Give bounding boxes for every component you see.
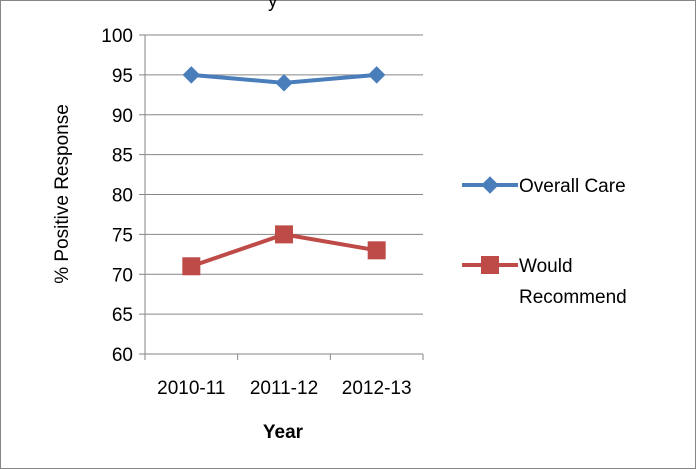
x-tick-labels: 2010-11 2011-12 2012-13	[157, 378, 411, 399]
x-tick-label: 2012-13	[342, 378, 412, 399]
legend: Overall Care Would Recommend	[462, 176, 627, 308]
legend-label-1: Overall Care	[519, 176, 626, 197]
data-point-2-3	[367, 241, 386, 260]
y-axis-title: % Positive Response	[52, 104, 73, 284]
y-tick-label: 65	[112, 305, 133, 326]
data-point-2-2	[275, 225, 293, 244]
x-axis-title: Year	[263, 422, 304, 443]
x-tick-label: 2011-12	[250, 378, 318, 399]
y-tick-label: 100	[101, 26, 133, 47]
legend-marker-2	[481, 256, 499, 274]
y-tick-labels: 60 65 70 75 80 85 90 95 100	[101, 26, 133, 366]
legend-marker-1	[481, 176, 499, 194]
chart-title-fragment: y	[268, 0, 278, 12]
x-tick-label: 2010-11	[157, 378, 225, 399]
series-group	[182, 66, 386, 276]
y-tick-label: 85	[112, 146, 133, 167]
y-tick-label: 60	[112, 345, 133, 366]
axes	[139, 34, 424, 360]
data-point-1-3	[367, 66, 386, 84]
y-tick-label: 90	[112, 106, 133, 127]
legend-label-2: Would Recommend	[519, 256, 627, 308]
data-point-2-1	[182, 257, 201, 276]
y-tick-label: 75	[112, 225, 133, 246]
data-point-1-2	[275, 74, 293, 92]
data-point-1-1	[182, 66, 201, 84]
y-tick-label: 80	[112, 186, 133, 207]
y-tick-label: 95	[112, 66, 133, 87]
y-tick-label: 70	[112, 265, 133, 286]
